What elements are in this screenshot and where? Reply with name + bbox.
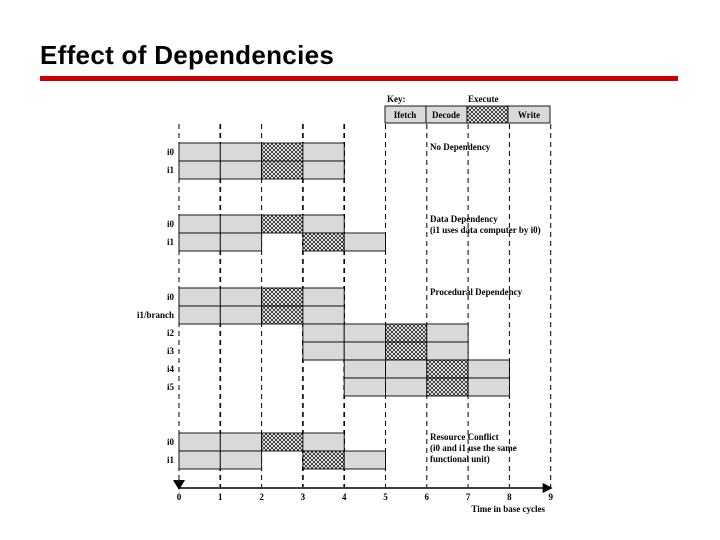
key-heading: Key: <box>387 94 406 104</box>
time-axis-arrowhead <box>542 483 553 493</box>
key-ifetch-label: Ifetch <box>394 110 417 120</box>
write-stage <box>426 341 469 361</box>
group-caption: functional unit) <box>430 454 490 464</box>
write-stage <box>467 377 510 397</box>
decode-stage <box>219 450 263 470</box>
execute-stage <box>261 214 304 234</box>
execute-stage <box>261 432 304 452</box>
time-tick-label: 6 <box>425 492 430 502</box>
row-label: i1 <box>167 237 175 247</box>
key-execute-box <box>466 105 509 124</box>
key-execute-label: Execute <box>468 94 499 104</box>
key-decode-label: Decode <box>432 110 460 120</box>
legend-key: Key: Execute Ifetch Decode Write <box>384 94 551 124</box>
write-stage <box>302 287 345 307</box>
ifetch-stage <box>302 323 345 343</box>
execute-stage <box>261 142 304 162</box>
time-axis-label: Time in base cycles <box>471 504 545 514</box>
group-caption: Data Dependency <box>430 214 498 224</box>
decode-stage <box>343 341 386 361</box>
decode-stage <box>219 142 263 162</box>
row-label: i0 <box>167 437 175 447</box>
time-tick-label: 4 <box>342 492 347 502</box>
decode-stage <box>219 232 263 252</box>
ifetch-stage <box>178 305 221 325</box>
time-tick-label: 3 <box>301 492 306 502</box>
write-stage <box>467 359 510 379</box>
ifetch-stage <box>178 214 221 234</box>
time-tick-label: 1 <box>218 492 223 502</box>
ifetch-stage <box>302 341 345 361</box>
row-label: i4 <box>167 364 175 374</box>
group-caption: Procedural Dependency <box>430 287 523 297</box>
row-label: i0 <box>167 147 175 157</box>
write-stage <box>343 450 386 470</box>
time-axis-origin-arrow <box>173 480 185 490</box>
write-stage <box>302 142 345 162</box>
ifetch-stage <box>178 287 221 307</box>
group-caption: Resource Conflict <box>430 432 499 442</box>
decode-stage <box>385 359 428 379</box>
execute-stage <box>261 287 304 307</box>
decode-stage <box>219 214 263 234</box>
write-stage <box>302 432 345 452</box>
title-rule <box>40 76 678 81</box>
diagram-labels: i0 i1 No Dependency i0 i1 Data Dependency(i1 … <box>137 142 541 465</box>
row-label: i1 <box>167 165 175 175</box>
execute-stage <box>261 160 304 180</box>
group-caption: (i1 uses data computer by i0) <box>430 225 541 235</box>
write-stage <box>343 232 386 252</box>
write-stage <box>302 305 345 325</box>
write-stage <box>302 160 345 180</box>
execute-stage <box>385 323 428 343</box>
ifetch-stage <box>343 359 386 379</box>
row-label: i5 <box>167 382 175 392</box>
decode-stage <box>219 305 263 325</box>
write-stage <box>426 323 469 343</box>
ifetch-stage <box>178 432 221 452</box>
time-tick-label: 0 <box>177 492 182 502</box>
row-label: i1/branch <box>137 310 174 320</box>
row-label: i2 <box>167 328 175 338</box>
time-tick-label: 2 <box>259 492 264 502</box>
write-stage <box>302 214 345 234</box>
execute-stage <box>426 359 469 379</box>
decode-stage <box>343 323 386 343</box>
ifetch-stage <box>343 377 386 397</box>
decode-stage <box>219 432 263 452</box>
slide-title: Effect of Dependencies <box>40 40 335 70</box>
group-caption: No Dependency <box>430 142 491 152</box>
ifetch-stage <box>178 232 221 252</box>
row-label: i0 <box>167 219 175 229</box>
decode-stage <box>219 160 263 180</box>
ifetch-stage <box>178 160 221 180</box>
time-tick-label: 7 <box>466 492 471 502</box>
key-write-label: Write <box>518 110 540 120</box>
pipeline-rows <box>178 142 510 470</box>
row-label: i0 <box>167 292 175 302</box>
execute-stage <box>426 377 469 397</box>
decode-stage <box>385 377 428 397</box>
ifetch-stage <box>178 450 221 470</box>
row-label: i3 <box>167 346 175 356</box>
execute-stage <box>302 232 345 252</box>
time-tick-label: 9 <box>548 492 553 502</box>
execute-stage <box>302 450 345 470</box>
ifetch-stage <box>178 142 221 162</box>
decode-stage <box>219 287 263 307</box>
group-caption: (i0 and i1 use the same <box>430 443 517 453</box>
row-label: i1 <box>167 455 175 465</box>
time-tick-label: 5 <box>383 492 388 502</box>
execute-stage <box>261 305 304 325</box>
time-tick-label: 8 <box>507 492 512 502</box>
key-write-box <box>507 105 551 124</box>
execute-stage <box>385 341 428 361</box>
